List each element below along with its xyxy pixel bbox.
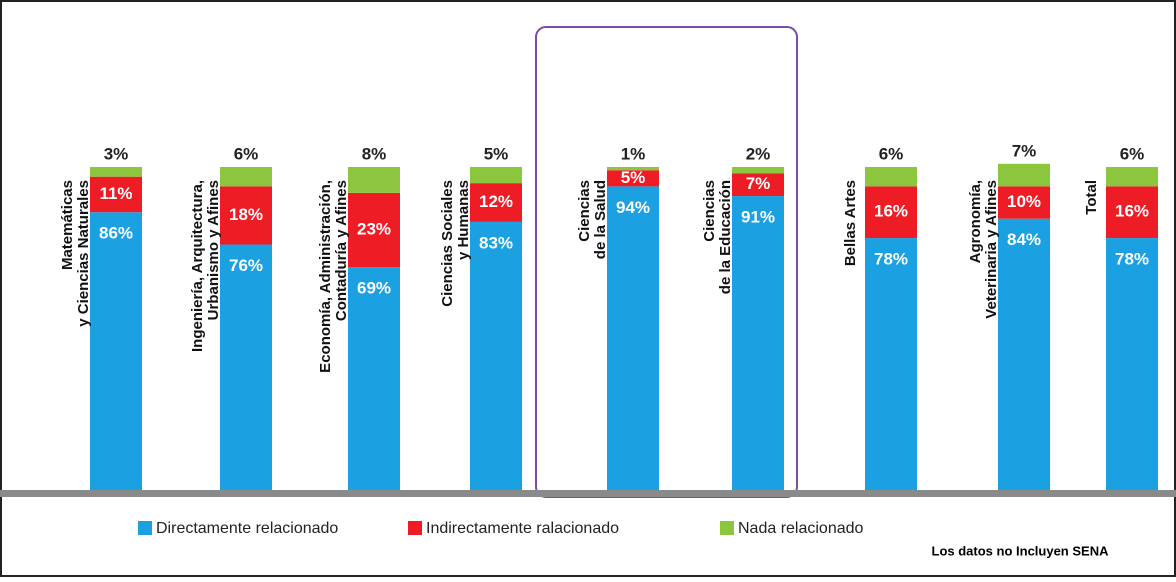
value-label: 2% [746,144,771,163]
value-label: 78% [874,250,908,269]
bar-segment [998,219,1050,490]
bar-segment [1106,238,1158,490]
bar-segment [348,267,400,490]
value-label: 86% [99,224,133,243]
value-label: 7% [1012,141,1037,160]
value-label: 23% [357,219,391,238]
value-label: 12% [479,192,513,211]
chart: Los datos no Incluyen SENA 86%11%3%Matem… [0,0,1176,577]
legend-swatch [408,521,422,535]
value-label: 3% [104,144,129,163]
value-label: 1% [621,144,646,163]
value-label: 78% [1115,250,1149,269]
value-label: 7% [746,174,771,193]
value-label: 76% [229,256,263,275]
legend-swatch [720,521,734,535]
bar-segment [470,167,522,183]
value-label: 10% [1007,192,1041,211]
value-label: 6% [234,144,259,163]
value-label: 11% [99,184,132,203]
value-label: 5% [621,168,646,187]
bar-segment [90,167,142,177]
bar-segment [865,167,917,186]
bar-segment [90,212,142,490]
bar-segment [998,164,1050,187]
baseline [0,490,1176,497]
value-label: 16% [874,202,908,221]
value-label: 83% [479,233,513,252]
value-label: 16% [1115,202,1149,221]
bar-segment [220,245,272,490]
bar-segment [220,167,272,186]
category-label: Bellas Artes [842,180,859,266]
bar-segment [732,196,784,490]
category-label: Total [1083,180,1100,215]
page: Los datos no Incluyen SENA 86%11%3%Matem… [0,0,1176,582]
bar-segment [865,238,917,490]
value-label: 8% [362,144,387,163]
value-label: 5% [484,144,509,163]
bar-segment [1106,167,1158,186]
value-label: 69% [357,279,391,298]
bar-segment [470,222,522,490]
note: Los datos no Incluyen SENA [932,543,1110,558]
legend-label: Nada relacionado [738,520,864,537]
value-label: 84% [1007,230,1041,249]
value-label: 18% [229,205,263,224]
legend-label: Directamente relacionado [156,520,338,537]
value-label: 94% [616,198,650,217]
bar-segment [607,186,659,490]
legend-swatch [138,521,152,535]
bar-segment [607,167,659,170]
legend-label: Indirectamente ralacionado [426,520,619,537]
value-label: 6% [1120,144,1145,163]
value-label: 6% [879,144,904,163]
value-label: 91% [741,208,775,227]
bar-segment [348,167,400,193]
bar-segment [732,167,784,173]
